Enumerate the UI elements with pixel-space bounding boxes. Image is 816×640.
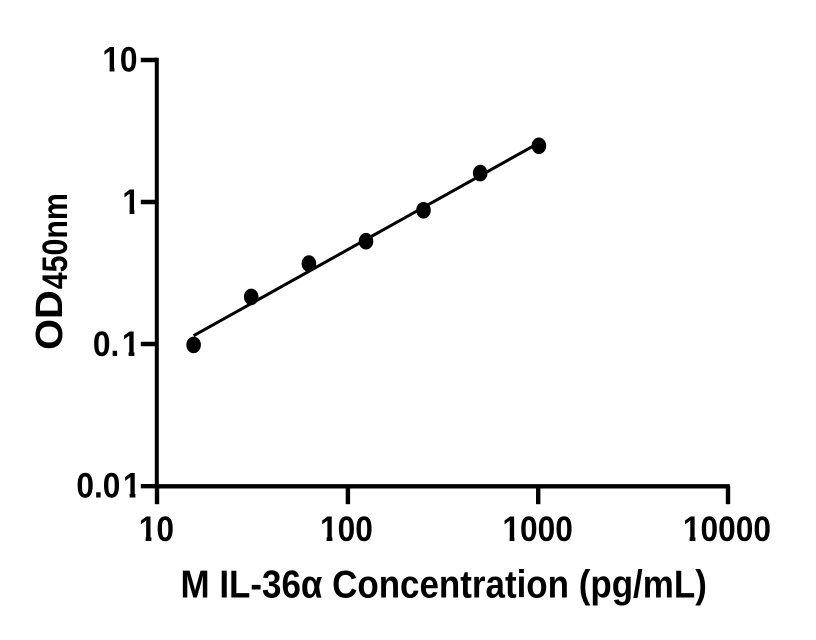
svg-text:M IL-36α Concentration (pg/mL): M IL-36α Concentration (pg/mL) bbox=[181, 563, 707, 606]
svg-text:10000: 10000 bbox=[683, 510, 771, 549]
svg-text:0.01: 0.01 bbox=[76, 467, 140, 506]
svg-text:100: 100 bbox=[320, 510, 373, 549]
svg-text:450nm: 450nm bbox=[35, 193, 75, 289]
svg-text:10: 10 bbox=[139, 510, 174, 549]
svg-text:0.1: 0.1 bbox=[93, 326, 140, 365]
svg-text:OD: OD bbox=[29, 290, 71, 350]
svg-text:1000: 1000 bbox=[502, 510, 572, 549]
svg-text:10: 10 bbox=[102, 41, 137, 80]
svg-text:1: 1 bbox=[122, 183, 140, 222]
